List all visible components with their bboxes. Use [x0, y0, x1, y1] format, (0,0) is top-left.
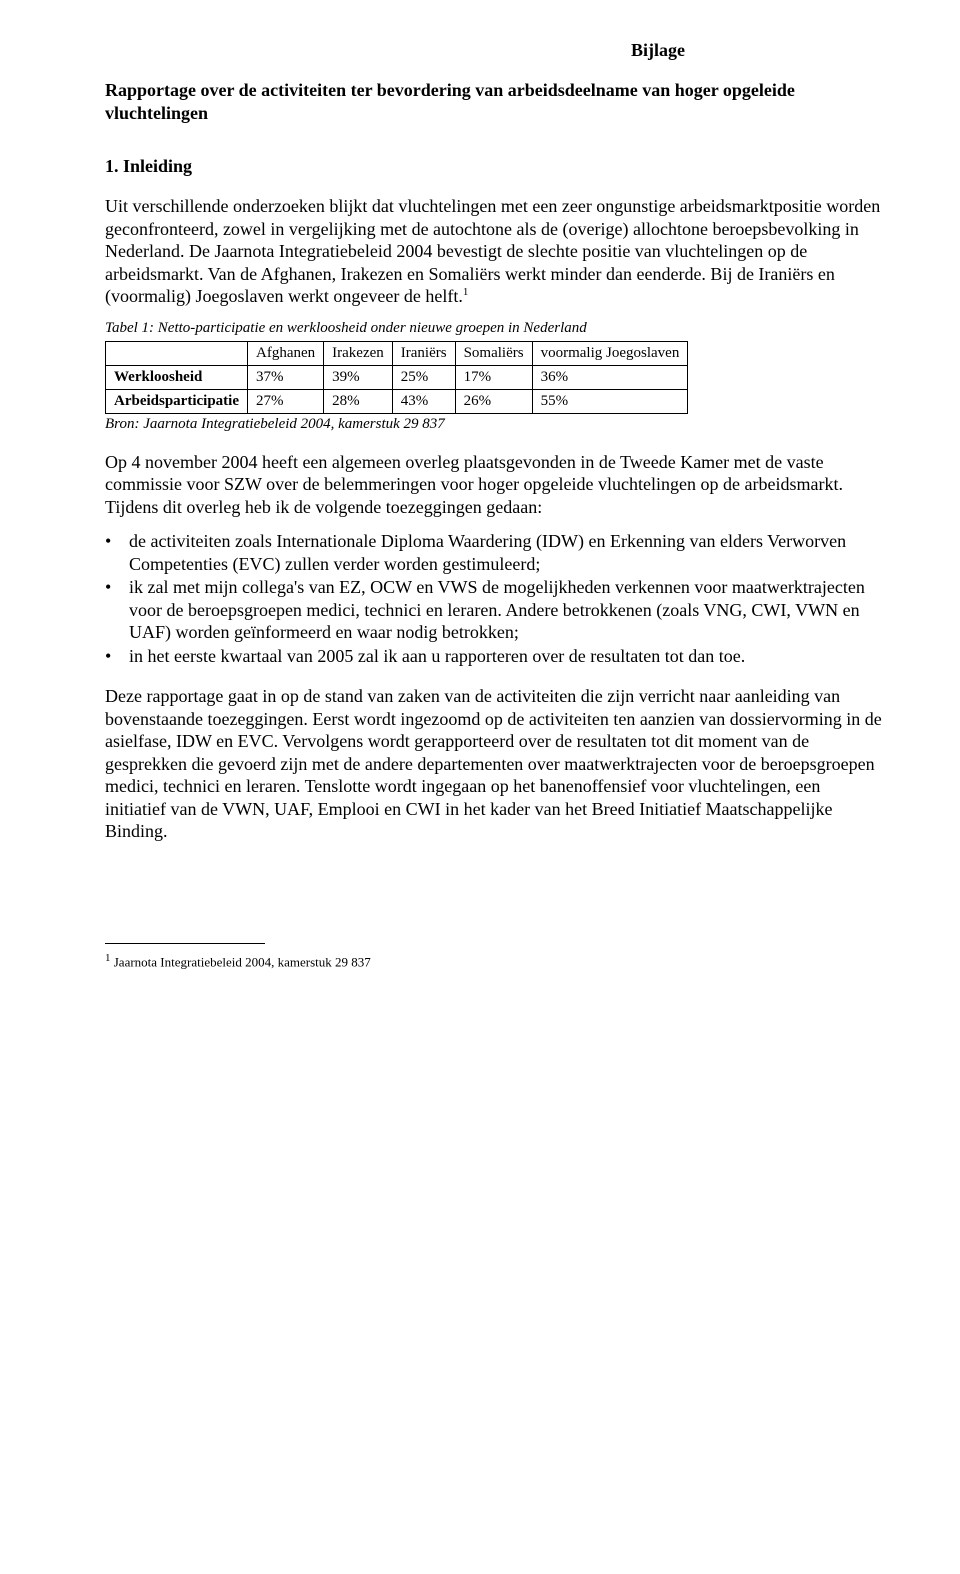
table-cell: 26%: [455, 389, 532, 413]
paragraph-text: Uit verschillende onderzoeken blijkt dat…: [105, 196, 880, 306]
paragraph-2: Op 4 november 2004 heeft een algemeen ov…: [105, 451, 885, 519]
table-cell: Arbeidsparticipatie: [106, 389, 248, 413]
table-cell: 17%: [455, 365, 532, 389]
table-cell: 36%: [532, 365, 688, 389]
participation-table: Afghanen Irakezen Iraniërs Somaliërs voo…: [105, 341, 688, 414]
table-header-cell: Irakezen: [324, 341, 393, 365]
table-cell: 37%: [248, 365, 324, 389]
section-1-paragraph: Uit verschillende onderzoeken blijkt dat…: [105, 195, 885, 308]
footnote: 1 Jaarnota Integratiebeleid 2004, kamers…: [105, 952, 885, 970]
document-page: Bijlage Rapportage over de activiteiten …: [0, 0, 960, 1000]
table-cell: 55%: [532, 389, 688, 413]
document-title: Rapportage over de activiteiten ter bevo…: [105, 79, 885, 124]
table-cell: 28%: [324, 389, 393, 413]
section-1-heading: 1. Inleiding: [105, 156, 885, 177]
footnote-separator: [105, 943, 265, 944]
table-header-cell: Afghanen: [248, 341, 324, 365]
footnote-ref: 1: [463, 286, 469, 298]
table-caption: Tabel 1: Netto-participatie en werkloosh…: [105, 320, 885, 337]
commitments-list: de activiteiten zoals Internationale Dip…: [105, 530, 885, 667]
table-cell: 25%: [392, 365, 455, 389]
table-source: Bron: Jaarnota Integratiebeleid 2004, ka…: [105, 416, 885, 433]
table-header-row: Afghanen Irakezen Iraniërs Somaliërs voo…: [106, 341, 688, 365]
list-item: de activiteiten zoals Internationale Dip…: [105, 530, 885, 575]
table-cell: 27%: [248, 389, 324, 413]
table-cell: 43%: [392, 389, 455, 413]
table-row: Werkloosheid 37% 39% 25% 17% 36%: [106, 365, 688, 389]
table-header-cell: Iraniërs: [392, 341, 455, 365]
table-row: Arbeidsparticipatie 27% 28% 43% 26% 55%: [106, 389, 688, 413]
footnote-text: Jaarnota Integratiebeleid 2004, kamerstu…: [111, 954, 371, 969]
attachment-label: Bijlage: [105, 40, 685, 61]
table-header-cell: [106, 341, 248, 365]
table-cell: 39%: [324, 365, 393, 389]
list-item: in het eerste kwartaal van 2005 zal ik a…: [105, 645, 885, 668]
list-item: ik zal met mijn collega's van EZ, OCW en…: [105, 576, 885, 644]
table-cell: Werkloosheid: [106, 365, 248, 389]
paragraph-3: Deze rapportage gaat in op de stand van …: [105, 685, 885, 843]
table-header-cell: voormalig Joegoslaven: [532, 341, 688, 365]
table-header-cell: Somaliërs: [455, 341, 532, 365]
